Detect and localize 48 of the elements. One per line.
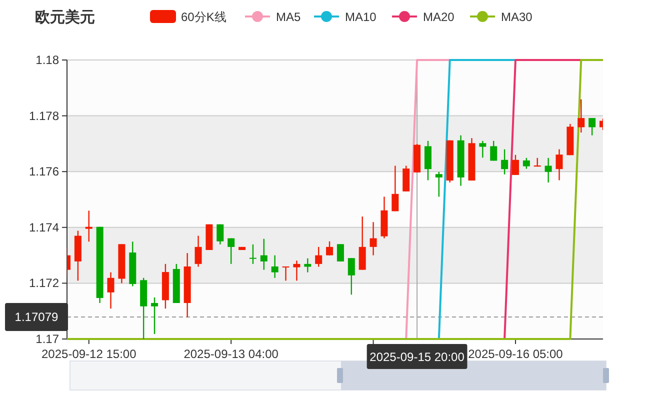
candlestick xyxy=(435,171,442,198)
candlestick xyxy=(501,148,508,175)
candlestick xyxy=(315,246,322,268)
y-tick-label: 1.174 xyxy=(28,220,60,234)
ref-line-label: 1.17079 xyxy=(14,310,59,324)
candlestick xyxy=(282,266,290,282)
candlestick xyxy=(358,216,366,270)
x-tick-label: 2025-09-12 15:00 xyxy=(42,347,137,361)
candlestick xyxy=(556,148,563,181)
legend-label: MA30 xyxy=(501,10,533,24)
legend-label: MA5 xyxy=(276,10,301,24)
legend-label: MA20 xyxy=(423,10,455,24)
candlestick xyxy=(402,165,410,192)
y-tick-label: 1.178 xyxy=(28,108,60,123)
candlestick xyxy=(216,224,224,246)
legend-label: 60分K线 xyxy=(181,10,226,24)
candlestick xyxy=(326,240,334,256)
candlestick xyxy=(578,98,585,134)
y-tick-label: 1.18 xyxy=(36,53,60,67)
chart-title: 欧元美元 xyxy=(35,8,95,26)
x-tick-label: 2025-09-13 04:00 xyxy=(184,347,279,361)
text: 2025-09-15 20:00 xyxy=(370,350,465,364)
candlestick xyxy=(392,165,399,212)
candlestick xyxy=(249,244,256,265)
candlestick xyxy=(228,238,235,265)
y-tick-label: 1.176 xyxy=(28,164,60,179)
candlestick xyxy=(271,254,278,278)
candlestick xyxy=(370,222,377,256)
candlestick xyxy=(479,140,486,158)
candlestick xyxy=(293,260,300,282)
candlestick xyxy=(107,272,114,310)
candlestick xyxy=(304,258,312,273)
candlestick xyxy=(260,238,268,270)
candlestick xyxy=(424,140,432,181)
candlestick xyxy=(151,296,158,335)
y-tick-label: 1.17 xyxy=(36,332,60,346)
candlestick xyxy=(490,140,498,162)
candlestick xyxy=(348,257,355,296)
candlestick xyxy=(194,235,202,268)
legend-label: MA10 xyxy=(345,10,377,24)
x-tick-label: 2025-09-16 05:00 xyxy=(468,347,564,361)
candlestick xyxy=(85,210,92,242)
candlestick xyxy=(588,117,596,136)
candlestick xyxy=(544,157,552,184)
candlestick xyxy=(512,154,519,176)
y-tick-label: 1.172 xyxy=(28,276,60,290)
candlestick xyxy=(522,157,530,170)
candlestick xyxy=(336,244,344,262)
